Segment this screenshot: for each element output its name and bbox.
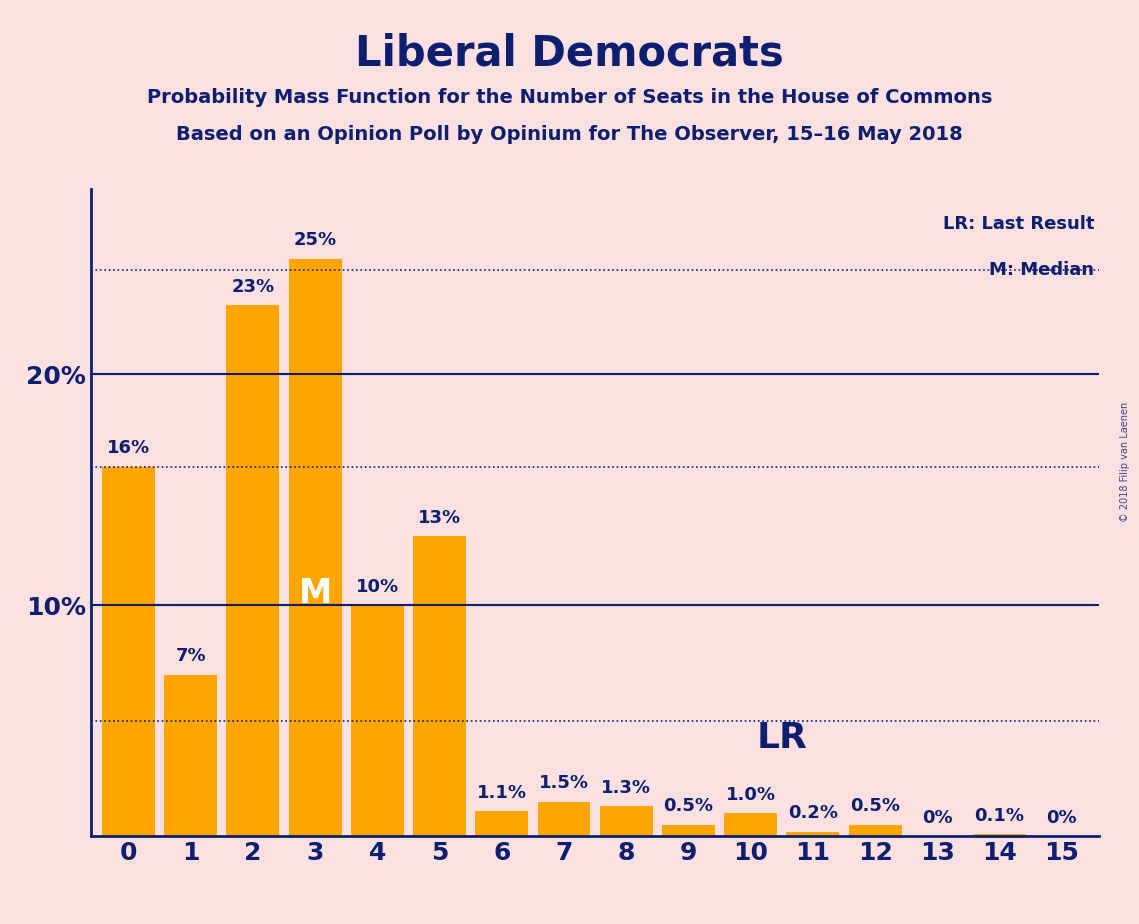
- Bar: [786, 832, 839, 836]
- Text: 16%: 16%: [107, 440, 150, 457]
- Text: 0.5%: 0.5%: [663, 797, 713, 816]
- Bar: [413, 536, 466, 836]
- Text: 0.5%: 0.5%: [850, 797, 900, 816]
- Bar: [973, 834, 1026, 836]
- Text: 0.1%: 0.1%: [975, 807, 1025, 825]
- Text: 1.1%: 1.1%: [477, 784, 527, 802]
- Bar: [103, 467, 155, 836]
- Text: 0%: 0%: [923, 809, 952, 827]
- Text: Based on an Opinion Poll by Opinium for The Observer, 15–16 May 2018: Based on an Opinion Poll by Opinium for …: [177, 125, 962, 144]
- Bar: [164, 675, 218, 836]
- Bar: [849, 825, 902, 836]
- Text: 0%: 0%: [1047, 809, 1077, 827]
- Text: M: M: [298, 578, 331, 610]
- Text: 0.2%: 0.2%: [788, 805, 838, 822]
- Text: 10%: 10%: [355, 578, 399, 596]
- Text: Probability Mass Function for the Number of Seats in the House of Commons: Probability Mass Function for the Number…: [147, 88, 992, 107]
- Bar: [475, 811, 528, 836]
- Text: 1.0%: 1.0%: [726, 786, 776, 804]
- Text: Liberal Democrats: Liberal Democrats: [355, 32, 784, 74]
- Bar: [662, 825, 715, 836]
- Text: 23%: 23%: [231, 278, 274, 296]
- Text: 7%: 7%: [175, 648, 206, 665]
- Bar: [538, 802, 590, 836]
- Text: 13%: 13%: [418, 509, 461, 527]
- Bar: [351, 605, 404, 836]
- Text: LR: Last Result: LR: Last Result: [943, 215, 1095, 233]
- Text: LR: LR: [756, 722, 808, 756]
- Text: © 2018 Filip van Laenen: © 2018 Filip van Laenen: [1121, 402, 1130, 522]
- Text: 1.5%: 1.5%: [539, 774, 589, 793]
- Text: 25%: 25%: [294, 232, 337, 249]
- Bar: [600, 806, 653, 836]
- Bar: [288, 259, 342, 836]
- Bar: [227, 305, 279, 836]
- Text: 1.3%: 1.3%: [601, 779, 652, 796]
- Text: M: Median: M: Median: [989, 261, 1095, 279]
- Bar: [724, 813, 777, 836]
